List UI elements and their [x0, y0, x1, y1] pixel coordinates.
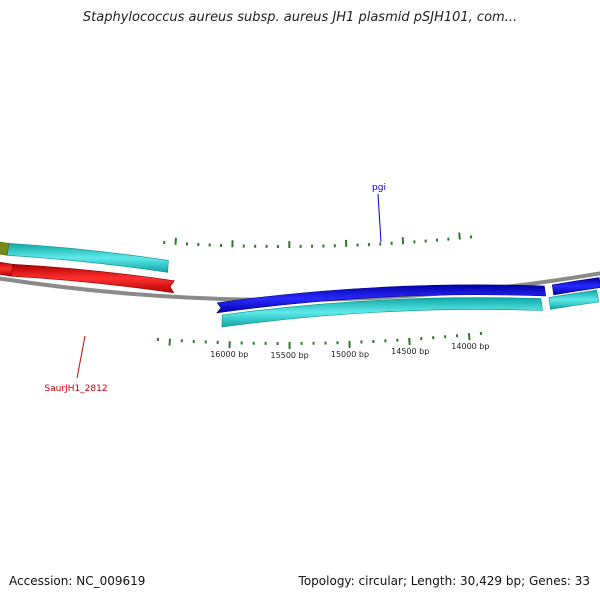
- gene-feature: [551, 277, 600, 296]
- gene-label-pgi: pgi: [372, 183, 386, 193]
- features-group: [0, 241, 600, 328]
- major-tick-inner: [458, 232, 461, 240]
- leader-line-pgi: [377, 193, 382, 243]
- other-feature: [0, 241, 10, 256]
- gene-label-saurjh1-2812: SaurJH1_2812: [44, 384, 107, 394]
- position-label: 15000 bp: [331, 350, 369, 359]
- position-label: 14500 bp: [391, 347, 429, 356]
- position-label: 16000 bp: [210, 350, 248, 359]
- cds-feature: [548, 289, 600, 310]
- position-label: 14000 bp: [451, 342, 489, 351]
- gene-feature: [0, 261, 14, 277]
- labels-group: 16000 bp 15500 bp 15000 bp 14500 bp 14000 bp…: [44, 183, 489, 394]
- gene-feature-pgi: [216, 284, 547, 314]
- accession-label: Accession: NC_009619: [9, 574, 146, 588]
- topology-summary: Topology: circular; Length: 30,429 bp; G…: [298, 574, 590, 588]
- major-tick-outer: [467, 333, 471, 341]
- map-title: Staphylococcus aureus subsp. aureus JH1 …: [82, 10, 518, 25]
- cds-feature-pgi: [221, 297, 543, 328]
- leader-line-saurjh1-2812: [76, 335, 86, 379]
- tick-marks-group: [156, 232, 483, 349]
- position-label: 15500 bp: [271, 351, 309, 360]
